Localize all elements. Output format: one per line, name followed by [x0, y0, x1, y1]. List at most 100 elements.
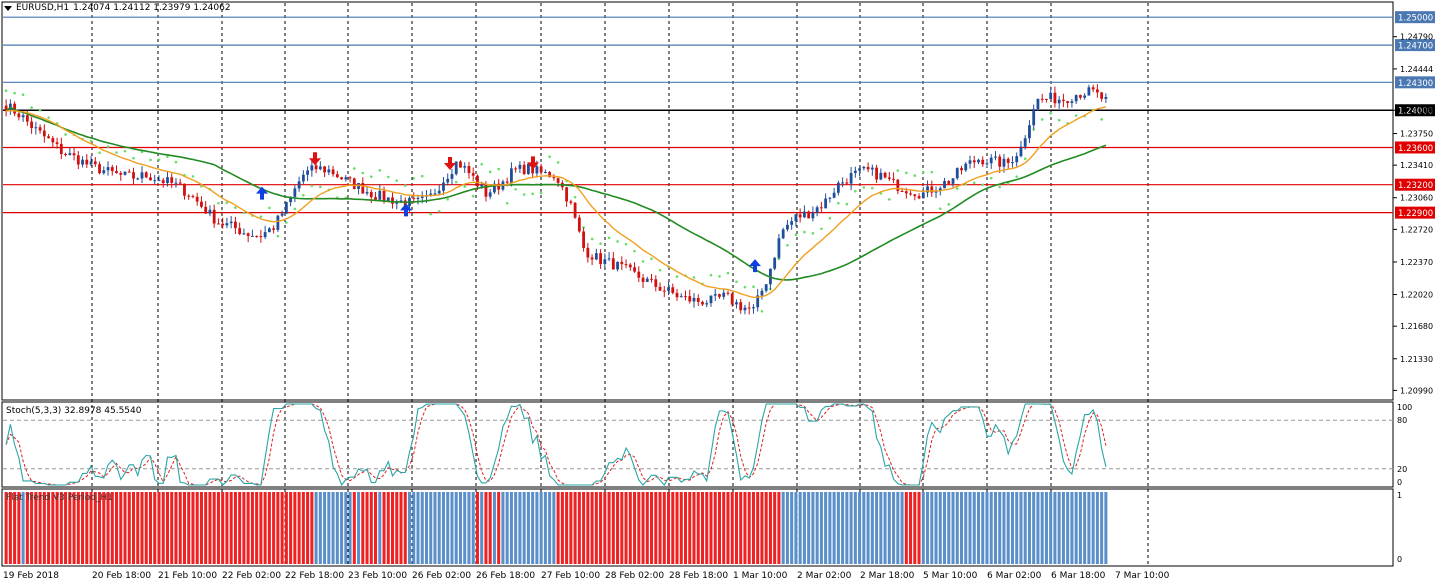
flat-trend-bar	[1078, 492, 1082, 564]
candle-body	[836, 182, 840, 193]
candle-body	[93, 161, 97, 165]
flat-trend-bar	[335, 492, 339, 564]
candle-body	[1040, 98, 1044, 100]
flat-trend-bar	[556, 492, 560, 564]
flat-trend-bar	[836, 492, 840, 564]
candle-body	[624, 264, 628, 266]
flat-trend-bar	[875, 492, 879, 564]
candle-body	[64, 153, 67, 155]
candle-body	[845, 182, 849, 184]
dropdown-triangle-icon[interactable]	[4, 5, 12, 11]
candle-body	[1023, 138, 1027, 147]
candle-body	[887, 177, 891, 179]
candle-body	[25, 115, 29, 122]
candle-body	[340, 177, 343, 180]
candle-body	[51, 138, 55, 143]
candle-body	[709, 295, 713, 304]
flat-trend-bar	[955, 492, 959, 564]
flat-trend-bar	[136, 492, 140, 564]
flat-trend-bar	[509, 492, 513, 564]
candle-body	[144, 172, 148, 178]
candle-body	[807, 211, 811, 219]
flat-trend-bar	[909, 492, 913, 564]
time-label: 7 Mar 10:00	[1115, 571, 1170, 581]
psar-dot	[1057, 118, 1061, 122]
flat-trend-bar	[926, 492, 930, 564]
candle-body	[119, 173, 123, 175]
candle-body	[318, 166, 322, 170]
candle-body	[42, 130, 46, 137]
candle-body	[556, 178, 560, 183]
candle-body	[951, 178, 955, 184]
flat-trend-bar	[267, 492, 271, 564]
stoch-panel[interactable]	[1, 401, 1394, 488]
flat-trend-bar	[913, 492, 917, 564]
flat-trend-bar	[93, 492, 97, 564]
level-tag-label: 1.24300	[1398, 79, 1433, 89]
flat-trend-bar	[870, 492, 874, 564]
psar-dot	[123, 149, 127, 153]
candle-body	[183, 183, 186, 196]
flat-trend-bar	[386, 492, 390, 564]
candle-body	[875, 167, 878, 180]
flat-trend-bar	[21, 492, 25, 564]
candle-body	[582, 231, 585, 248]
flat-trend-bar	[972, 492, 976, 564]
flat-trend-bar	[412, 492, 416, 564]
flat-trend-bar	[1083, 492, 1087, 564]
candle-body	[866, 166, 870, 170]
flat-trend-bar	[756, 492, 760, 564]
flat-trend-bar	[505, 492, 509, 564]
candle-body	[943, 180, 946, 189]
candle-body	[633, 267, 636, 272]
flat-trend-panel[interactable]	[1, 488, 1394, 567]
flat-trend-bar	[13, 492, 17, 564]
flat-trend-bar	[450, 492, 454, 564]
flat-trend-bar	[212, 492, 216, 564]
candle-body	[1053, 92, 1057, 104]
psar-dot	[115, 151, 118, 154]
flat-trend-bar	[654, 492, 658, 564]
flat-trend-bar	[463, 492, 467, 564]
candle-body	[132, 172, 135, 179]
candle-body	[870, 167, 874, 170]
time-label: 2 Mar 18:00	[860, 571, 915, 581]
flat-trend-bar	[216, 492, 220, 564]
candle-body	[361, 182, 365, 194]
psar-dot	[981, 183, 985, 187]
time-label: 28 Feb 18:00	[669, 571, 728, 581]
stoch-axis-label: 20	[1397, 465, 1407, 474]
candle-body	[161, 180, 165, 184]
candle-body	[399, 200, 403, 202]
candle-body	[68, 153, 72, 155]
candle-body	[760, 290, 764, 296]
candle-body	[1006, 158, 1010, 163]
price-panel[interactable]	[1, 1, 1394, 401]
candle-body	[722, 292, 726, 297]
flat-trend-bar	[284, 492, 288, 564]
flat-trend-bar	[573, 492, 577, 564]
psar-dot	[582, 226, 585, 229]
candle-body	[195, 196, 199, 202]
flat-trend-bar	[535, 492, 539, 564]
psar-dot	[386, 175, 390, 179]
candle-body	[352, 178, 356, 189]
flat-trend-bar	[1023, 492, 1027, 564]
candle-body	[730, 293, 734, 305]
flat-trend-bar	[208, 492, 212, 564]
flat-trend-bar	[221, 492, 225, 564]
candle-body	[832, 192, 836, 198]
candle-body	[217, 223, 220, 225]
psar-dot	[132, 156, 135, 160]
flat-trend-bar	[369, 492, 373, 564]
psar-dot	[463, 185, 467, 188]
candle-body	[679, 296, 683, 298]
psar-dot	[13, 91, 16, 95]
psar-dot	[1049, 111, 1052, 115]
psar-dot	[514, 188, 517, 191]
time-label: 28 Feb 02:00	[605, 571, 664, 581]
candle-body	[47, 136, 50, 139]
candle-body	[815, 207, 819, 213]
candle-body	[934, 191, 938, 193]
